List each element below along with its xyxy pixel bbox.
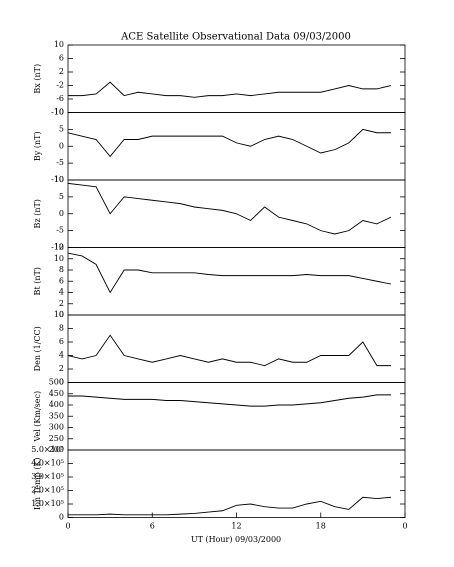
y-tick-label: 0 [59, 513, 64, 522]
y-tick-label: 6 [59, 337, 64, 346]
y-axis-label: Vel (Km/sec) [33, 391, 42, 443]
y-tick-label: 10 [54, 310, 64, 319]
y-tick-label: -5 [56, 158, 64, 167]
data-line [68, 394, 391, 407]
y-tick-label: -10 [51, 175, 64, 184]
y-tick-label: 400 [49, 400, 64, 409]
y-axis-label: Den (1/CC) [33, 326, 42, 371]
y-tick-label: 5 [59, 192, 64, 201]
y-tick-label: -2 [56, 81, 64, 90]
y-tick-label: 200 [49, 445, 64, 454]
y-tick-label: 0 [59, 141, 64, 150]
y-tick-label: 6 [59, 276, 64, 285]
data-line [67, 252, 392, 294]
y-tick-label: 0 [59, 209, 64, 218]
data-line [67, 334, 391, 367]
y-tick-label: 450 [49, 389, 64, 398]
y-tick-label: 4 [59, 288, 64, 297]
panel-frame [67, 382, 406, 451]
y-tick-label: 3.0×10⁵ [31, 472, 64, 481]
y-tick-label: 2 [59, 67, 64, 76]
panel-frame [67, 44, 406, 113]
y-tick-label: 10 [54, 175, 64, 184]
y-tick-label: 10 [54, 108, 64, 117]
panel-frame [67, 449, 406, 518]
y-tick-label: 2 [59, 364, 64, 373]
x-tick-label: 18 [316, 522, 326, 531]
y-tick-label: -10 [51, 243, 64, 252]
y-axis-label: Ion Temp (K) [33, 457, 42, 510]
y-tick-label: 500 [49, 378, 64, 387]
panel-frame [67, 247, 406, 316]
y-tick-label: 8 [59, 324, 64, 333]
x-tick-label: 0 [65, 522, 70, 531]
y-tick-label: -6 [56, 94, 64, 103]
data-line [68, 81, 392, 98]
y-tick-label: 350 [49, 411, 64, 420]
y-tick-label: 0 [59, 378, 64, 387]
y-tick-label: 250 [49, 434, 64, 443]
y-tick-label: 5 [59, 124, 64, 133]
x-tick-label: 0 [402, 522, 407, 531]
y-tick-label: 2.0×10⁵ [31, 486, 64, 495]
y-tick-label: 8 [59, 265, 64, 274]
y-axis-label: Bz (nT) [33, 199, 42, 228]
y-axis-label: By (nT) [33, 131, 42, 161]
x-tick-label: 12 [231, 522, 241, 531]
data-line [68, 496, 392, 516]
y-tick-label: 10 [54, 40, 64, 49]
chart-title: ACE Satellite Observational Data 09/03/2… [120, 32, 351, 43]
y-tick-label: 4 [59, 351, 64, 360]
x-axis-label: UT (Hour) 09/03/2000 [191, 535, 281, 544]
y-tick-label: 4.0×10⁵ [31, 459, 64, 468]
y-tick-label: 10 [54, 254, 64, 263]
y-tick-label: -10 [51, 108, 64, 117]
y-tick-label: 12 [54, 243, 64, 252]
data-line [67, 182, 392, 235]
data-line [67, 128, 391, 158]
y-tick-label: 0 [59, 310, 64, 319]
y-tick-label: -5 [56, 226, 64, 235]
y-tick-label: 6 [59, 54, 64, 63]
y-tick-label: 2 [59, 299, 64, 308]
panel-frame [67, 314, 406, 383]
y-tick-label: 300 [49, 423, 64, 432]
y-tick-label: 1.0×10⁵ [31, 499, 64, 508]
y-axis-label: Bx (nT) [33, 64, 42, 94]
y-tick-label: 5.0×10⁵ [31, 445, 64, 454]
y-axis-label: Bt (nT) [33, 267, 42, 295]
x-tick-label: 6 [150, 522, 155, 531]
